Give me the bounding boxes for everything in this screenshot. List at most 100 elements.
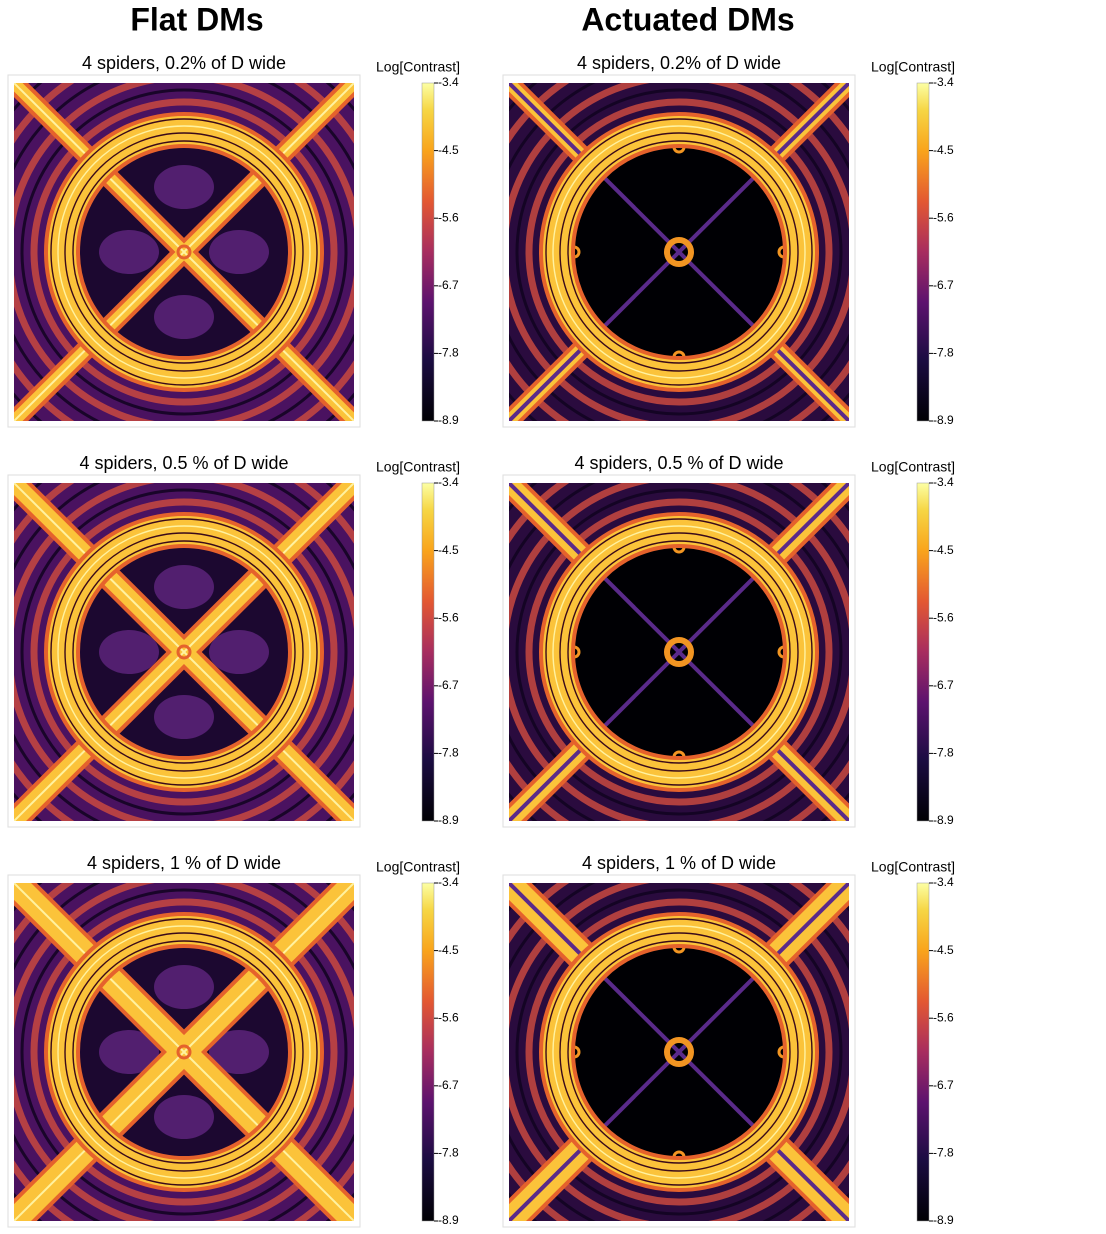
outer-ripple bbox=[515, 88, 843, 416]
panel-title: 4 spiders, 1 % of D wide bbox=[582, 853, 776, 873]
colorbar-tick-label: -5.6 bbox=[933, 210, 954, 224]
speckle bbox=[209, 1030, 269, 1074]
colorbar-label: Log[Contrast] bbox=[376, 459, 460, 475]
heatmap bbox=[509, 483, 849, 821]
colorbar-tick-label: -5.6 bbox=[438, 210, 459, 224]
column-title: Actuated DMs bbox=[581, 1, 794, 37]
colorbar bbox=[916, 482, 930, 822]
ring-line bbox=[559, 932, 799, 1172]
ring-line bbox=[50, 518, 318, 786]
center-spot bbox=[176, 1044, 192, 1060]
colorbar-tick-label: -8.9 bbox=[438, 813, 459, 827]
speckle bbox=[154, 1095, 214, 1139]
colorbar-tick-label: -4.5 bbox=[933, 143, 954, 157]
ring-line bbox=[64, 132, 304, 372]
colorbar-tick-label: -8.9 bbox=[438, 1213, 459, 1227]
speckle bbox=[154, 565, 214, 609]
colorbar-tick-label: -6.7 bbox=[933, 278, 954, 292]
speckle bbox=[154, 695, 214, 739]
ring-line bbox=[552, 125, 806, 379]
ring bbox=[48, 116, 320, 388]
ring bbox=[543, 116, 815, 388]
outer-ripple bbox=[20, 888, 348, 1216]
colorbar-tick-label: -3.4 bbox=[438, 875, 459, 889]
heatmap bbox=[509, 83, 849, 421]
outer-ripple bbox=[525, 98, 833, 406]
colorbar-tick-label: -3.4 bbox=[933, 475, 954, 489]
ring-line bbox=[559, 132, 799, 372]
colorbar bbox=[421, 482, 435, 822]
ring bbox=[543, 916, 815, 1188]
outer-ripple bbox=[515, 888, 843, 1216]
heatmap bbox=[14, 483, 354, 821]
ring-line bbox=[57, 125, 311, 379]
spider bbox=[14, 883, 354, 1221]
colorbar-label: Log[Contrast] bbox=[871, 59, 955, 75]
ring-line bbox=[567, 140, 791, 364]
heatmap bbox=[509, 883, 849, 1221]
colorbar-label: Log[Contrast] bbox=[376, 859, 460, 875]
colorbar bbox=[916, 882, 930, 1222]
ring-line bbox=[559, 532, 799, 772]
center-spot bbox=[664, 237, 694, 267]
ring-line bbox=[545, 518, 813, 786]
outer-ripple bbox=[515, 488, 843, 816]
center-spot bbox=[176, 244, 192, 260]
colorbar-tick-label: -5.6 bbox=[933, 1010, 954, 1024]
colorbar bbox=[421, 82, 435, 422]
speckle bbox=[99, 1030, 159, 1074]
colorbar-tick-label: -4.5 bbox=[438, 943, 459, 957]
colorbar-tick-label: -7.8 bbox=[933, 746, 954, 760]
spider bbox=[14, 483, 354, 821]
ring-line bbox=[50, 118, 318, 386]
colorbar-tick-label: -6.7 bbox=[438, 278, 459, 292]
colorbar-tick-label: -3.4 bbox=[438, 75, 459, 89]
speckle bbox=[99, 230, 159, 274]
speckle bbox=[209, 630, 269, 674]
colorbar-tick-label: -6.7 bbox=[933, 1078, 954, 1092]
outer-ripple bbox=[20, 488, 348, 816]
ring-line bbox=[567, 940, 791, 1164]
ring-line bbox=[57, 925, 311, 1179]
speckle bbox=[154, 165, 214, 209]
ring-line bbox=[72, 140, 296, 364]
speckle bbox=[99, 630, 159, 674]
colorbar-label: Log[Contrast] bbox=[376, 59, 460, 75]
colorbar bbox=[916, 82, 930, 422]
outer-ripple bbox=[525, 898, 833, 1206]
colorbar-tick-label: -8.9 bbox=[933, 413, 954, 427]
center-spot bbox=[664, 1037, 694, 1067]
colorbar-tick-label: -7.8 bbox=[438, 746, 459, 760]
ring-line bbox=[72, 940, 296, 1164]
colorbar-tick-label: -8.9 bbox=[438, 413, 459, 427]
ring-line bbox=[545, 118, 813, 386]
center-spot bbox=[664, 637, 694, 667]
outer-ripple bbox=[30, 498, 338, 806]
outer-ripple bbox=[20, 88, 348, 416]
panel-title: 4 spiders, 1 % of D wide bbox=[87, 853, 281, 873]
panel-frame bbox=[502, 874, 856, 1228]
panel-frame bbox=[7, 474, 361, 828]
colorbar-label: Log[Contrast] bbox=[871, 859, 955, 875]
panel-title: 4 spiders, 0.2% of D wide bbox=[577, 53, 781, 73]
center-spot bbox=[176, 644, 192, 660]
ring bbox=[48, 916, 320, 1188]
ring bbox=[48, 516, 320, 788]
colorbar-tick-label: -3.4 bbox=[933, 875, 954, 889]
speckle bbox=[154, 965, 214, 1009]
colorbar-tick-label: -7.8 bbox=[933, 1146, 954, 1160]
ring bbox=[543, 516, 815, 788]
heatmap bbox=[14, 83, 354, 421]
spider bbox=[509, 883, 849, 1221]
spider bbox=[509, 483, 849, 821]
colorbar-label: Log[Contrast] bbox=[871, 459, 955, 475]
spider bbox=[14, 83, 354, 421]
panel-frame bbox=[7, 74, 361, 428]
outer-ripple bbox=[30, 98, 338, 406]
colorbar-tick-label: -8.9 bbox=[933, 813, 954, 827]
ring-line bbox=[545, 918, 813, 1186]
spider bbox=[509, 83, 849, 421]
ring-line bbox=[72, 540, 296, 764]
